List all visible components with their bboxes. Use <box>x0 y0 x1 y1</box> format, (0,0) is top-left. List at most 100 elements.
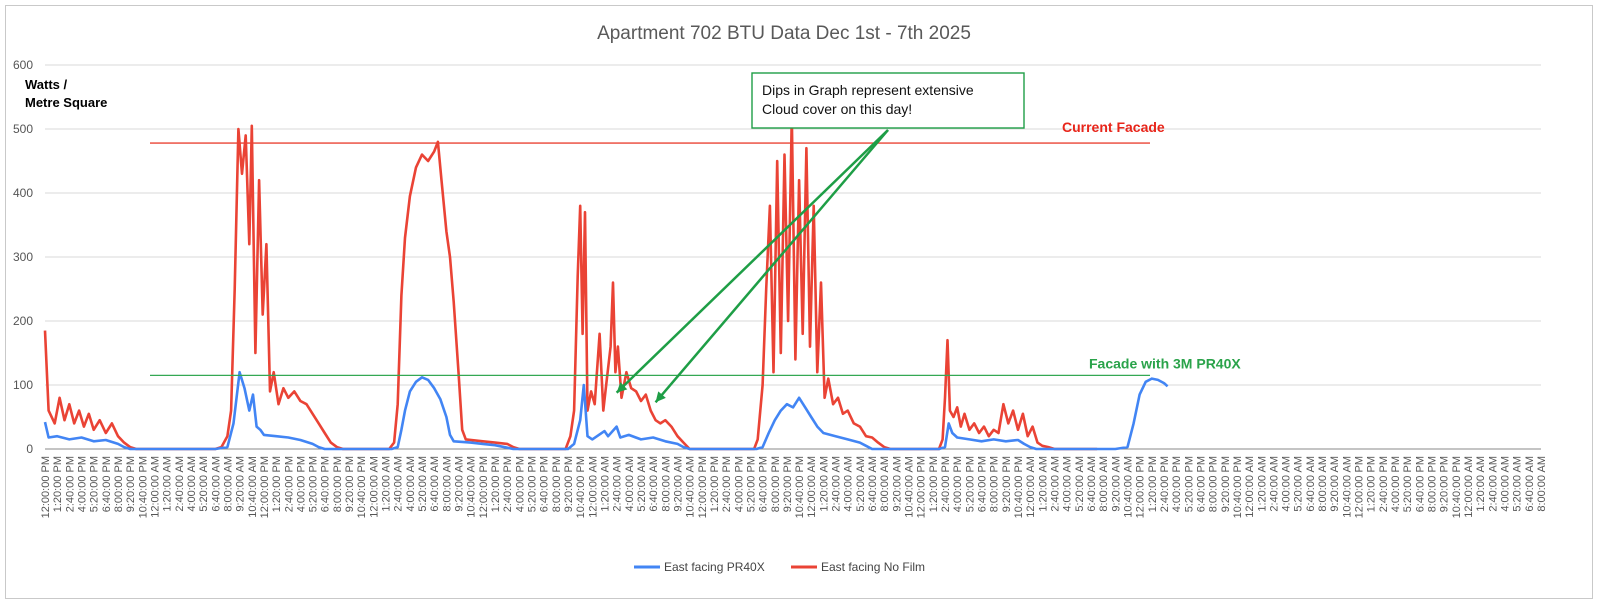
x-tick-label: 9:20:00 PM <box>1220 456 1232 512</box>
x-tick-label: 1:20:00 AM <box>599 456 611 512</box>
x-tick-label: 9:20:00 PM <box>125 456 137 512</box>
x-tick-label: 9:20:00 PM <box>782 456 794 512</box>
x-tick-label: 10:40:00 PM <box>356 456 368 518</box>
x-tick-label: 2:40:00 AM <box>174 456 186 512</box>
annotation: Dips in Graph represent extensive Cloud c… <box>615 72 1025 404</box>
x-tick-label: 2:40:00 AM <box>612 456 624 512</box>
x-tick-label: 8:00:00 AM <box>441 456 453 512</box>
x-tick-label: 8:00:00 AM <box>1317 456 1329 512</box>
x-tick-label: 2:40:00 PM <box>1378 456 1390 512</box>
x-tick-label: 2:40:00 AM <box>831 456 843 512</box>
x-tick-label: 4:00:00 AM <box>1281 456 1293 512</box>
reference-line-label-1: Facade with 3M PR40X <box>1089 355 1241 371</box>
x-tick-label: 10:40:00 PM <box>1451 456 1463 518</box>
x-tick-label: 4:00:00 AM <box>1062 456 1074 512</box>
x-tick-label: 6:40:00 PM <box>1414 456 1426 512</box>
x-tick-label: 5:20:00 AM <box>636 456 648 512</box>
reference-lines: Current Facade Facade with 3M PR40X <box>150 119 1241 377</box>
x-tick-label: 6:40:00 AM <box>1524 456 1536 512</box>
x-tick-label: 12:00:00 PM <box>478 456 490 518</box>
x-tick-label: 5:20:00 PM <box>1183 456 1195 512</box>
callout-text-line-2: Cloud cover on this day! <box>762 101 912 117</box>
x-tick-label: 10:40:00 PM <box>794 456 806 518</box>
callout-arrow-1 <box>615 129 889 394</box>
x-tick-label: 4:00:00 PM <box>514 456 526 512</box>
x-tick-label: 8:00:00 AM <box>1536 456 1548 512</box>
x-tick-label: 10:40:00 AM <box>247 456 259 518</box>
callout-box <box>751 72 1025 129</box>
x-tick-label: 1:20:00 AM <box>818 456 830 512</box>
x-tick-label: 5:20:00 AM <box>855 456 867 512</box>
series-layer <box>43 114 1169 451</box>
x-tick-label: 5:20:00 AM <box>198 456 210 512</box>
y-axis: 0 100 200 300 400 500 600 <box>13 58 33 456</box>
x-tick-label: 8:00:00 AM <box>222 456 234 512</box>
x-tick-label: 5:20:00 AM <box>1512 456 1524 512</box>
x-tick-label: 4:00:00 PM <box>1171 456 1183 512</box>
x-tick-label: 12:00:00 AM <box>1463 456 1475 518</box>
x-tick-label: 12:00:00 AM <box>149 456 161 518</box>
x-tick-label: 5:20:00 AM <box>417 456 429 512</box>
x-tick-label: 1:20:00 AM <box>162 456 174 512</box>
x-tick-label: 1:20:00 PM <box>1366 456 1378 512</box>
x-tick-label: 1:20:00 PM <box>709 456 721 512</box>
x-tick-label: 4:00:00 AM <box>843 456 855 512</box>
x-tick-label: 4:00:00 PM <box>1390 456 1402 512</box>
x-tick-label: 5:20:00 PM <box>89 456 101 512</box>
x-tick-label: 8:00:00 PM <box>113 456 125 512</box>
x-tick-label: 10:40:00 AM <box>685 456 697 518</box>
x-tick-label: 1:20:00 PM <box>1147 456 1159 512</box>
callout-arrow-2 <box>654 129 889 404</box>
y-tick-label-300: 300 <box>13 250 33 264</box>
callout-text-line-1: Dips in Graph represent extensive <box>762 82 974 98</box>
x-tick-label: 12:00:00 PM <box>1135 456 1147 518</box>
x-tick-label: 2:40:00 PM <box>502 456 514 512</box>
x-tick-label: 9:20:00 AM <box>235 456 247 512</box>
reference-line-label-0: Current Facade <box>1062 119 1165 135</box>
x-tick-label: 8:00:00 PM <box>1208 456 1220 512</box>
x-tick-label: 9:20:00 PM <box>1001 456 1013 512</box>
x-tick-label: 12:00:00 PM <box>916 456 928 518</box>
x-tick-label: 5:20:00 PM <box>527 456 539 512</box>
x-tick-label: 1:20:00 AM <box>1475 456 1487 512</box>
x-tick-label: 12:00:00 AM <box>587 456 599 518</box>
x-tick-label: 12:00:00 PM <box>697 456 709 518</box>
x-tick-label: 10:40:00 PM <box>1232 456 1244 518</box>
x-tick-label: 6:40:00 AM <box>1086 456 1098 512</box>
x-tick-label: 2:40:00 PM <box>64 456 76 512</box>
x-tick-label: 1:20:00 AM <box>381 456 393 512</box>
x-tick-label: 4:00:00 PM <box>733 456 745 512</box>
legend-label-1: East facing PR40X <box>664 560 765 574</box>
x-tick-label: 10:40:00 AM <box>1122 456 1134 518</box>
x-tick-label: 6:40:00 PM <box>977 456 989 512</box>
x-tick-label: 5:20:00 AM <box>1293 456 1305 512</box>
x-tick-label: 1:20:00 PM <box>490 456 502 512</box>
x-tick-label: 6:40:00 PM <box>320 456 332 512</box>
series-east-facing-pr40x <box>43 370 1169 451</box>
x-tick-label: 2:40:00 PM <box>1159 456 1171 512</box>
chart-title: Apartment 702 BTU Data Dec 1st - 7th 202… <box>597 23 971 44</box>
x-tick-label: 6:40:00 PM <box>539 456 551 512</box>
x-tick-label: 12:00:00 AM <box>1244 456 1256 518</box>
y-axis-label-line-2: Metre Square <box>25 95 107 110</box>
x-tick-label: 9:20:00 AM <box>672 456 684 512</box>
x-tick-label: 8:00:00 PM <box>989 456 1001 512</box>
x-tick-label: 9:20:00 AM <box>1110 456 1122 512</box>
x-tick-label: 6:40:00 AM <box>867 456 879 512</box>
x-tick-label: 1:20:00 PM <box>52 456 64 512</box>
x-tick-label: 6:40:00 PM <box>101 456 113 512</box>
x-tick-label: 9:20:00 AM <box>1329 456 1341 512</box>
x-tick-label: 1:20:00 PM <box>928 456 940 512</box>
x-tick-label: 6:40:00 AM <box>1305 456 1317 512</box>
x-tick-label: 2:40:00 AM <box>1487 456 1499 512</box>
x-tick-label: 6:40:00 AM <box>429 456 441 512</box>
x-tick-label: 10:40:00 PM <box>1013 456 1025 518</box>
y-axis-label-line-1: Watts / <box>25 77 68 92</box>
x-tick-label: 6:40:00 AM <box>648 456 660 512</box>
legend: East facing PR40X East facing No Film <box>634 560 925 574</box>
x-tick-label: 5:20:00 PM <box>964 456 976 512</box>
x-tick-label: 10:40:00 AM <box>904 456 916 518</box>
x-tick-label: 4:00:00 PM <box>295 456 307 512</box>
x-tick-label: 2:40:00 AM <box>1049 456 1061 512</box>
